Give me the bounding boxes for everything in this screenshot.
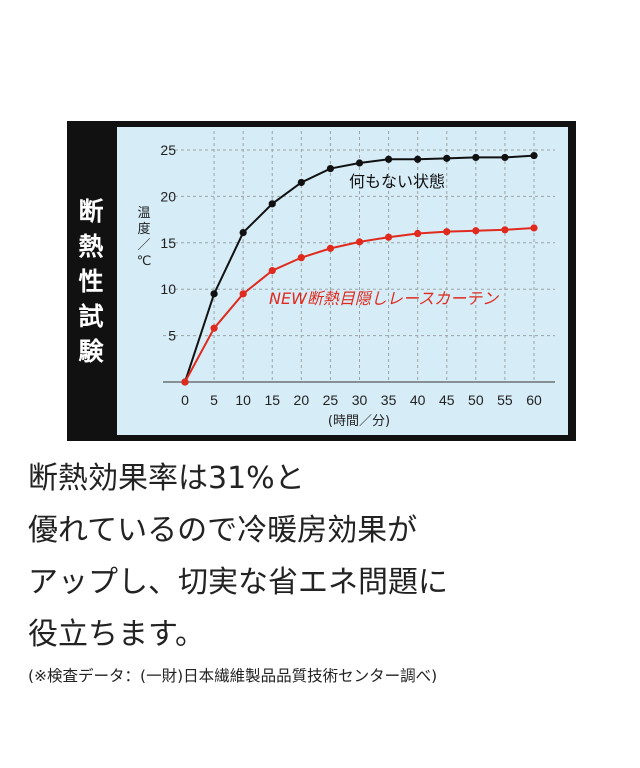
data-point: [414, 229, 422, 238]
source-footnote: (※検査データ：(一財)日本繊維製品品質技術センター調べ): [28, 667, 438, 685]
y-tick-label: 15: [160, 235, 176, 251]
plot-background: [117, 127, 568, 435]
x-tick-label: 35: [381, 392, 397, 408]
data-point: [530, 151, 538, 160]
data-point: [384, 155, 393, 163]
description-line: 断熱効果率は31%と: [28, 461, 305, 496]
data-point: [443, 154, 451, 162]
x-tick-label: 25: [323, 392, 339, 408]
x-tick-label: 60: [526, 392, 542, 408]
data-point: [501, 153, 509, 162]
side-title: 断熱性試験: [67, 121, 115, 441]
x-tick-label: 20: [294, 392, 310, 408]
data-point: [414, 155, 422, 163]
x-tick-label: 45: [439, 392, 455, 408]
data-point: [355, 159, 364, 167]
x-tick-label: 10: [235, 392, 251, 408]
data-point: [472, 153, 480, 162]
data-point: [443, 228, 451, 236]
y-axis-label-char: 度: [137, 221, 150, 237]
data-point: [530, 224, 538, 232]
data-point: [268, 267, 276, 275]
x-tick-label: 55: [497, 392, 513, 408]
description-line: 役立ちます。: [28, 617, 205, 652]
y-axis-label-char: 温: [137, 206, 150, 221]
line-chart: 0 5 10 15 20 25 30 35 40 45 50 55 60 5 10 15 20 25 温度／℃ (時間…: [117, 127, 568, 435]
x-tick-label: 30: [352, 392, 368, 408]
data-point: [239, 290, 247, 298]
side-title-char: 試: [78, 301, 104, 331]
data-point: [268, 200, 276, 208]
y-axis-label-char: ／: [137, 238, 150, 253]
x-tick-label: 0: [181, 392, 189, 408]
y-axis-label-char: ℃: [137, 254, 152, 269]
data-point: [297, 178, 305, 187]
side-title-char: 性: [78, 266, 104, 296]
series-label: NEW断熱目隠しレースカーテン: [269, 289, 499, 308]
x-tick-label: 40: [410, 392, 426, 408]
x-tick-label: 5: [210, 392, 218, 408]
x-tick-label: 15: [264, 392, 280, 408]
side-title-char: 熱: [78, 231, 104, 261]
data-point: [501, 226, 509, 234]
side-title-char: 験: [78, 336, 104, 366]
data-point: [181, 378, 189, 386]
chart-panel: 断熱性試験 0 5 10 15 20 25 30 35 40 45 50 55 60 5 10 15 20 25 温…: [67, 121, 576, 441]
data-point: [210, 324, 218, 332]
data-point: [239, 228, 247, 237]
data-point: [384, 233, 393, 241]
series-label: 何もない状態: [349, 172, 445, 191]
y-tick-label: 20: [160, 188, 176, 204]
side-title-char: 断: [78, 196, 104, 226]
x-axis-label: (時間／分): [328, 414, 390, 429]
description-line: 優れているので冷暖房効果が: [28, 513, 418, 548]
data-point: [297, 254, 305, 262]
data-point: [355, 238, 364, 246]
description-block: 断熱効果率は31%と 優れているので冷暖房効果が アップし、切実な省エネ問題に …: [28, 453, 628, 689]
x-tick-label: 50: [468, 392, 484, 408]
data-point: [210, 290, 218, 298]
data-point: [472, 227, 480, 235]
data-point: [326, 164, 335, 173]
description-line: アップし、切実な省エネ問題に: [28, 565, 448, 600]
y-tick-label: 25: [160, 142, 176, 158]
y-tick-label: 10: [160, 281, 176, 297]
data-point: [326, 244, 335, 252]
y-tick-label: 5: [168, 328, 176, 344]
